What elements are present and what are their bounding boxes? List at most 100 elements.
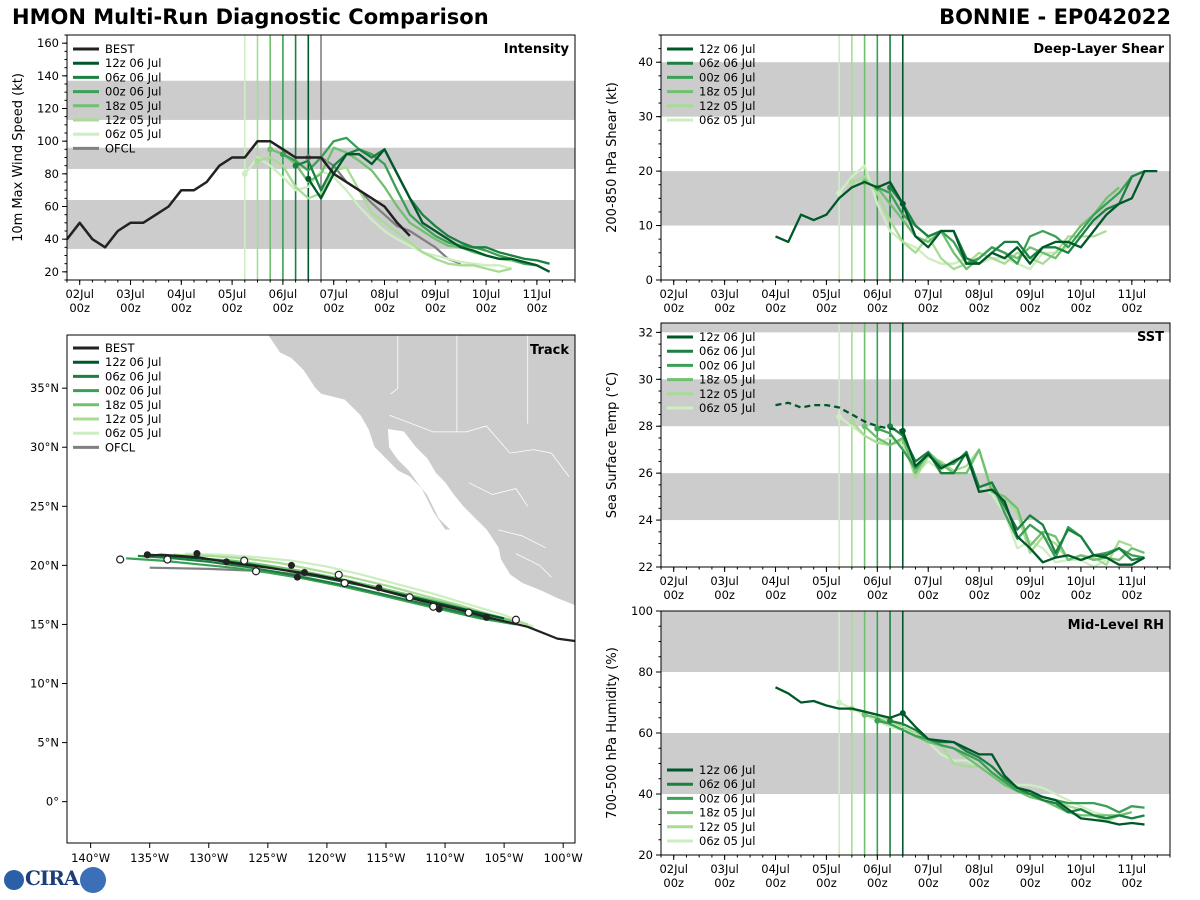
legend-label: 00z 06 Jul [699, 791, 756, 805]
x-tick-label: 00z [816, 301, 837, 315]
y-tick-label: 80 [638, 665, 653, 679]
legend-label: 18z 05 Jul [699, 373, 756, 387]
panel-title: Track [530, 343, 569, 358]
series-12z-06-Jul [307, 148, 551, 273]
x-tick-label: 120°W [307, 851, 346, 865]
series-06z-05-Jul [838, 701, 1107, 817]
series-start-dot [836, 699, 843, 706]
land-mass [267, 335, 575, 606]
x-tick-label: 00z [816, 588, 837, 602]
map-area [116, 335, 575, 643]
x-tick-label: 10Jul [472, 287, 501, 301]
y-tick-label: 25°N [30, 499, 59, 513]
panel-rh: 2040608010002Jul00z03Jul00z04Jul00z05Jul… [605, 604, 1171, 890]
x-tick-label: 08Jul [370, 287, 399, 301]
legend-label: 00z 06 Jul [105, 384, 162, 398]
band-0 [661, 171, 1170, 226]
y-tick-label: 0 [646, 273, 653, 287]
best-track-point [143, 551, 151, 559]
series-start-dot [848, 179, 855, 185]
series-start-dot [874, 717, 881, 724]
series-BEST [67, 139, 411, 249]
x-tick-label: 02Jul [65, 287, 94, 301]
series-start-dot [241, 170, 248, 177]
x-tick-label: 05Jul [812, 574, 841, 588]
y-tick-label: 140 [37, 69, 59, 83]
y-tick-label: 60 [44, 200, 59, 214]
legend-label: 00z 06 Jul [699, 70, 756, 84]
band-2 [661, 323, 1170, 333]
track-06z-05-Jul [185, 552, 535, 628]
series-start-dot [874, 425, 881, 432]
x-tick-label: 00z [323, 301, 344, 315]
x-tick-label: 00z [1020, 301, 1041, 315]
x-tick-label: 00z [918, 301, 939, 315]
x-tick-label: 03Jul [710, 862, 739, 876]
legend-label: BEST [105, 42, 135, 56]
x-tick-label: 04Jul [167, 287, 196, 301]
x-tick-label: 00z [867, 876, 888, 890]
x-tick-label: 08Jul [965, 287, 994, 301]
x-tick-label: 08Jul [965, 862, 994, 876]
y-tick-label: 20 [638, 164, 653, 178]
y-tick-label: 160 [37, 36, 59, 50]
x-tick-label: 115°W [366, 851, 405, 865]
x-tick-label: 00z [273, 301, 294, 315]
y-tick-label: 32 [638, 325, 653, 339]
x-tick-label: 130°W [189, 851, 228, 865]
storm-identifier: BONNIE - EP042022 [939, 5, 1171, 29]
track-BEST [143, 553, 575, 643]
legend-label: 12z 06 Jul [699, 330, 756, 344]
x-tick-label: 06Jul [863, 287, 892, 301]
x-tick-label: 00z [1121, 301, 1142, 315]
x-tick-label: 09Jul [1016, 862, 1045, 876]
x-tick-label: 07Jul [914, 287, 943, 301]
series-start-dot [292, 162, 299, 169]
legend-label: 12z 05 Jul [699, 99, 756, 113]
legend-label: 12z 05 Jul [699, 387, 756, 401]
x-tick-label: 00z [1071, 588, 1092, 602]
x-tick-label: 05Jul [812, 862, 841, 876]
legend-label: 00z 06 Jul [699, 358, 756, 372]
border-line [498, 529, 546, 549]
forecast-track-point [340, 578, 349, 588]
x-tick-label: 07Jul [914, 574, 943, 588]
y-axis-label: 200-850 hPa Shear (kt) [605, 82, 620, 233]
legend-label: OFCL [105, 141, 136, 155]
series-start-dot [836, 413, 843, 420]
legend-label: 06z 05 Jul [699, 834, 756, 848]
x-tick-label: 00z [527, 301, 548, 315]
legend-label: 06z 06 Jul [105, 369, 162, 383]
x-tick-label: 05Jul [218, 287, 247, 301]
x-tick-label: 11Jul [1118, 287, 1147, 301]
series-12z-05-Jul [257, 156, 512, 273]
legend-label: 18z 05 Jul [699, 85, 756, 99]
series-06z-06-Jul [889, 170, 1145, 265]
forecast-track-point [334, 570, 343, 579]
series-BEST [775, 686, 904, 719]
panel-intensity: 2040608010012014016002Jul00z03Jul00z04Ju… [11, 34, 576, 315]
x-tick-label: 00z [867, 301, 888, 315]
x-tick-label: 04Jul [761, 574, 790, 588]
y-tick-label: 20 [44, 265, 59, 279]
x-tick-label: 09Jul [1016, 574, 1045, 588]
x-tick-label: 04Jul [761, 287, 790, 301]
band-0 [661, 473, 1170, 521]
best-track-point [300, 568, 308, 576]
series-start-dot [861, 711, 868, 718]
series-start-dot [279, 151, 286, 158]
x-tick-label: 08Jul [965, 574, 994, 588]
y-tick-label: 40 [44, 232, 59, 246]
x-tick-label: 03Jul [116, 287, 145, 301]
border-line [515, 553, 552, 578]
legend-label: 18z 05 Jul [105, 99, 162, 113]
x-tick-label: 00z [969, 588, 990, 602]
forecast-track-point [116, 555, 125, 564]
series-start-dot [836, 189, 843, 196]
x-tick-label: 00z [1020, 876, 1041, 890]
legend-label: 12z 05 Jul [699, 820, 756, 834]
x-tick-label: 00z [69, 301, 90, 315]
axes-frame [66, 334, 576, 844]
legend-label: 12z 06 Jul [105, 355, 162, 369]
x-tick-label: 00z [918, 876, 939, 890]
